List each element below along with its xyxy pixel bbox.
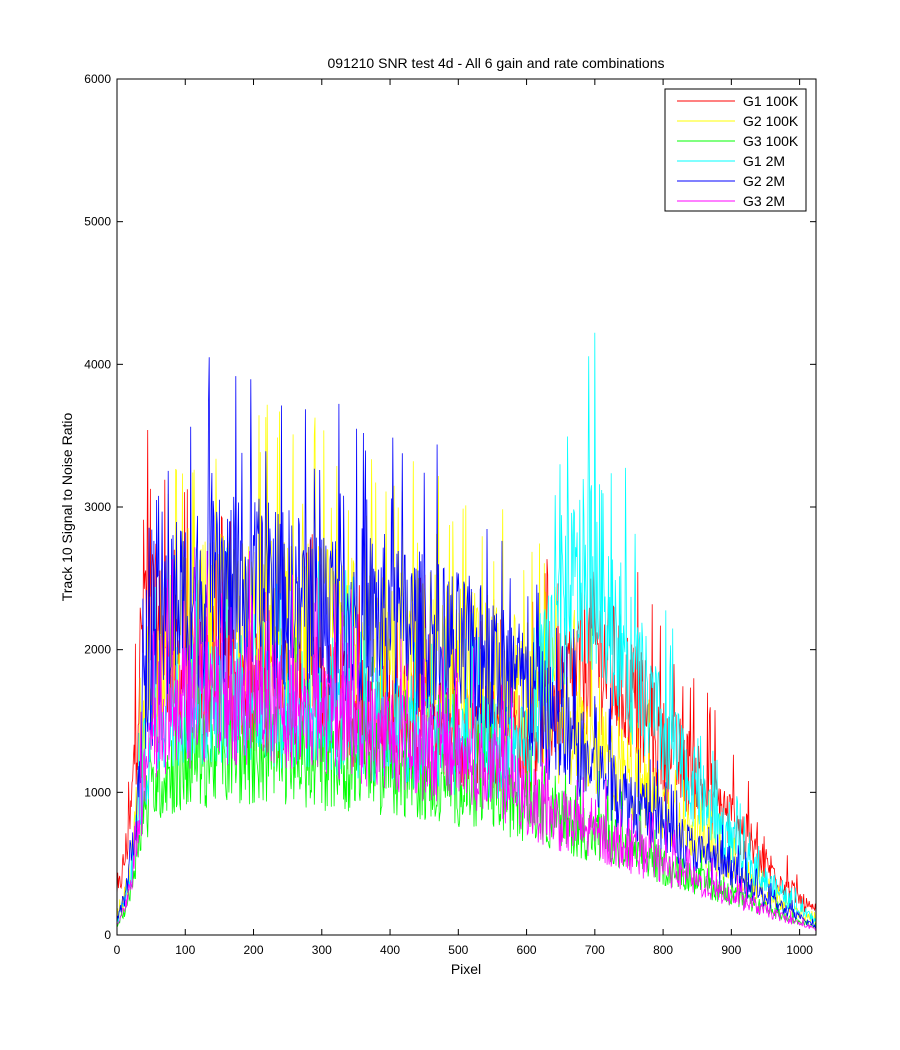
series-line: [116, 547, 817, 931]
x-tick-label: 0: [114, 943, 121, 957]
x-tick-label: 500: [448, 943, 468, 957]
y-tick-label: 5000: [84, 215, 111, 229]
y-tick-label: 1000: [84, 785, 111, 799]
chart-title: 091210 SNR test 4d - All 6 gain and rate…: [328, 55, 665, 71]
x-tick-label: 100: [175, 943, 195, 957]
y-tick-label: 3000: [84, 500, 111, 514]
y-tick-label: 0: [104, 928, 111, 942]
legend: G1 100K G2 100K G3 100K G1 2M G2 2M G3 2M: [664, 88, 807, 212]
y-axis: 0 1000 2000 3000 4000 5000 6000: [84, 72, 816, 942]
y-tick-label: 6000: [84, 72, 111, 86]
series-line: [116, 357, 817, 929]
series-layer: [116, 332, 817, 931]
x-axis: 0 100 200 300 400 500 600 700 800 900 1000: [114, 79, 813, 957]
x-tick-label: 400: [380, 943, 400, 957]
legend-label: G2 100K: [743, 113, 799, 129]
y-tick-label: 4000: [84, 357, 111, 371]
x-tick-label: 900: [721, 943, 741, 957]
legend-label: G3 100K: [743, 133, 799, 149]
legend-label: G3 2M: [743, 193, 785, 209]
x-tick-label: 600: [517, 943, 537, 957]
x-tick-label: 800: [653, 943, 673, 957]
y-axis-label: Track 10 Signal to Noise Ratio: [59, 413, 75, 602]
legend-label: G2 2M: [743, 173, 785, 189]
y-tick-label: 2000: [84, 643, 111, 657]
x-tick-label: 300: [312, 943, 332, 957]
x-tick-label: 200: [244, 943, 264, 957]
legend-label: G1 100K: [743, 93, 799, 109]
x-tick-label: 700: [585, 943, 605, 957]
x-axis-label: Pixel: [451, 961, 481, 977]
x-tick-label: 1000: [786, 943, 813, 957]
legend-box: [664, 88, 807, 212]
legend-label: G1 2M: [743, 153, 785, 169]
